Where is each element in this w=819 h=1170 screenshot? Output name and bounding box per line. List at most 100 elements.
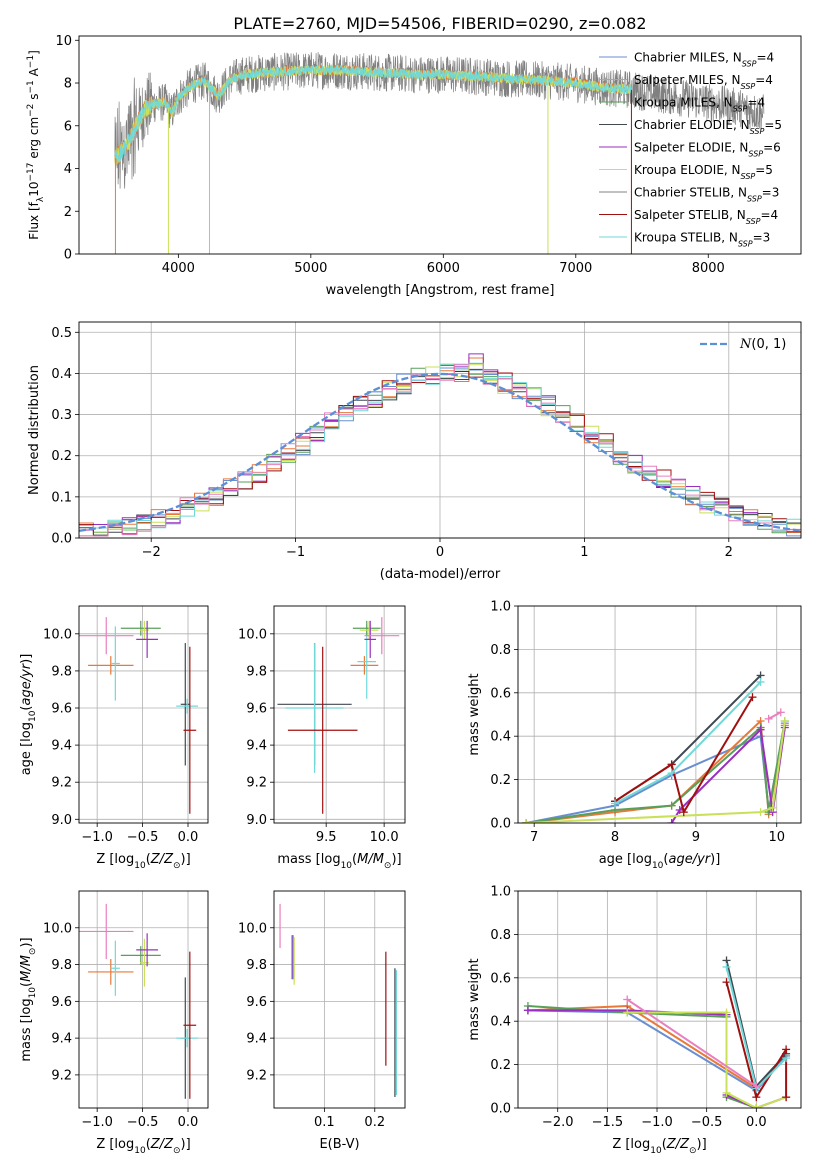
- x-tick-label: −1.0: [81, 830, 113, 845]
- error-bar-point: [359, 620, 379, 640]
- x-tick-label: 7: [530, 830, 538, 845]
- x-tick-label: −1.0: [641, 1115, 673, 1130]
- weight-point-marker: [679, 808, 688, 817]
- legend-entry: Kroupa STELIB, NSSP=3: [634, 231, 770, 249]
- x-tick-label: 0.1: [314, 1115, 335, 1130]
- weight-point-marker: [782, 1045, 791, 1054]
- y-tick-label: 10.0: [43, 921, 72, 936]
- weight-point-marker: [752, 1104, 761, 1108]
- weight-point-marker: [748, 693, 757, 702]
- x-tick-label: 9.5: [316, 830, 337, 845]
- error-bar-point: [110, 940, 120, 996]
- weight-point-marker: [611, 799, 620, 808]
- weight-point-marker: [756, 808, 765, 817]
- weight-point-marker: [523, 1006, 532, 1015]
- x-tick-label: 0.0: [178, 1115, 199, 1130]
- weight-point-marker: [722, 962, 731, 971]
- x-tick-label: 2: [725, 545, 733, 560]
- mass-vs-metallicity-panel: −1.0 −0.5 0.0 9.2 9.4 9.6 9.8 10.0 Z [log10(Z/Z⊙…: [19, 890, 209, 1156]
- y-tick-label: 0.0: [490, 1102, 511, 1117]
- y-tick-label: 0.4: [51, 367, 72, 382]
- y-tick-label: 0.6: [490, 686, 511, 701]
- x-tick-label: 0.0: [746, 1115, 767, 1130]
- error-bar-point: [79, 903, 134, 960]
- error-bar-point: [88, 959, 134, 985]
- y-tick-label: 9.4: [51, 1032, 72, 1047]
- y-tick-label: 0.1: [51, 490, 72, 505]
- weight-point-marker: [722, 1088, 731, 1097]
- figure-title: PLATE=2760, MJD=54506, FIBERID=0290, z=0…: [233, 14, 646, 33]
- x-tick-label: −0.5: [691, 1115, 723, 1130]
- y-tick-label: 2: [64, 205, 72, 220]
- x-tick-label: 8: [611, 830, 619, 845]
- legend-entry: Chabrier STELIB, NSSP=3: [634, 186, 779, 204]
- weight-point-marker: [667, 760, 676, 769]
- axes-frame: [517, 890, 802, 1109]
- error-bar-point: [79, 617, 134, 655]
- y-tick-label: 0.4: [490, 730, 511, 745]
- mass-vs-ebv-panel: 0.1 0.2 9.2 9.4 9.6 9.8 10.0 E(B-V): [238, 890, 406, 1152]
- y-tick-label: 9.4: [246, 739, 267, 754]
- weight-series-chabrier_elodie: [614, 674, 762, 803]
- y-tick-label: 6: [64, 119, 72, 134]
- y-tick-label: 9.4: [246, 1032, 267, 1047]
- error-bar-point: [364, 617, 400, 655]
- axes-frame: [273, 890, 406, 1109]
- x-axis-label: mass [log10(M/M⊙)]: [277, 852, 401, 871]
- error-bar-point: [176, 1028, 199, 1048]
- y-axis-label: mass [log10(M/M⊙)]: [19, 937, 38, 1061]
- weight-point-marker: [752, 1093, 761, 1102]
- x-tick-label: 5000: [294, 261, 327, 276]
- y-tick-label: 0.8: [490, 643, 511, 658]
- x-tick-label: −1: [286, 545, 305, 560]
- x-axis-label: Z [log10(Z/Z⊙)]: [96, 852, 190, 871]
- y-tick-label: 9.6: [51, 702, 72, 717]
- x-tick-label: 0: [436, 545, 444, 560]
- weight-point-marker: [776, 708, 785, 717]
- y-tick-label: 0.5: [51, 326, 72, 341]
- x-axis-label: Z [log10(Z/Z⊙)]: [96, 1137, 190, 1156]
- error-bar-point: [183, 951, 197, 1099]
- weight-series-extra_pink: [768, 711, 782, 720]
- y-tick-label: 9.8: [246, 664, 267, 679]
- y-tick-label: 0.2: [51, 449, 72, 464]
- weight-point-marker: [722, 1008, 731, 1017]
- error-bar-point: [88, 656, 134, 675]
- y-tick-label: 9.4: [51, 739, 72, 754]
- error-bar-point: [350, 656, 379, 675]
- spectrum-model-line-kroupa_stelib: [114, 64, 632, 165]
- x-tick-label: 0.0: [178, 830, 199, 845]
- y-axis-label: Normed distribution: [27, 365, 42, 495]
- legend-entry: Salpeter ELODIE, NSSP=6: [634, 141, 781, 159]
- y-tick-label: 10.0: [238, 627, 267, 642]
- x-tick-label: −2.0: [542, 1115, 574, 1130]
- x-axis-label: wavelength [Angstrom, rest frame]: [326, 283, 555, 298]
- weight-point-marker: [782, 1093, 791, 1102]
- axes-frame: [273, 605, 406, 824]
- y-tick-label: 9.2: [246, 776, 267, 791]
- x-tick-label: 4000: [162, 261, 195, 276]
- x-tick-label: 6000: [427, 261, 460, 276]
- y-tick-label: 10.0: [43, 627, 72, 642]
- legend-entry: Kroupa MILES, NSSP=4: [634, 96, 765, 114]
- y-tick-label: 1.0: [490, 885, 511, 900]
- x-tick-label: −1.5: [592, 1115, 624, 1130]
- y-tick-label: 9.6: [246, 702, 267, 717]
- error-bar-point: [110, 626, 120, 701]
- x-axis-label: (data-model)/error: [380, 567, 501, 582]
- y-axis-label: age [log10(age/yr)]: [19, 654, 38, 776]
- spectrum-model-line-chabrier_stelib: [114, 52, 765, 189]
- legend-entry: Salpeter MILES, NSSP=4: [634, 73, 773, 91]
- legend-entry: Kroupa ELODIE, NSSP=5: [634, 163, 773, 181]
- x-tick-label: 0.2: [364, 1115, 385, 1130]
- weight-point-marker: [522, 819, 531, 823]
- weight-series-salpeter_stelib: [614, 696, 754, 814]
- weight-point-marker: [768, 803, 777, 812]
- y-tick-label: 0: [64, 248, 72, 263]
- y-tick-label: 0.2: [490, 1058, 511, 1073]
- x-axis-label: age [log10(age/yr)]: [599, 852, 721, 871]
- error-bar-point: [136, 620, 159, 658]
- weight-point-marker: [756, 677, 765, 686]
- y-axis-label: mass weight: [467, 673, 482, 755]
